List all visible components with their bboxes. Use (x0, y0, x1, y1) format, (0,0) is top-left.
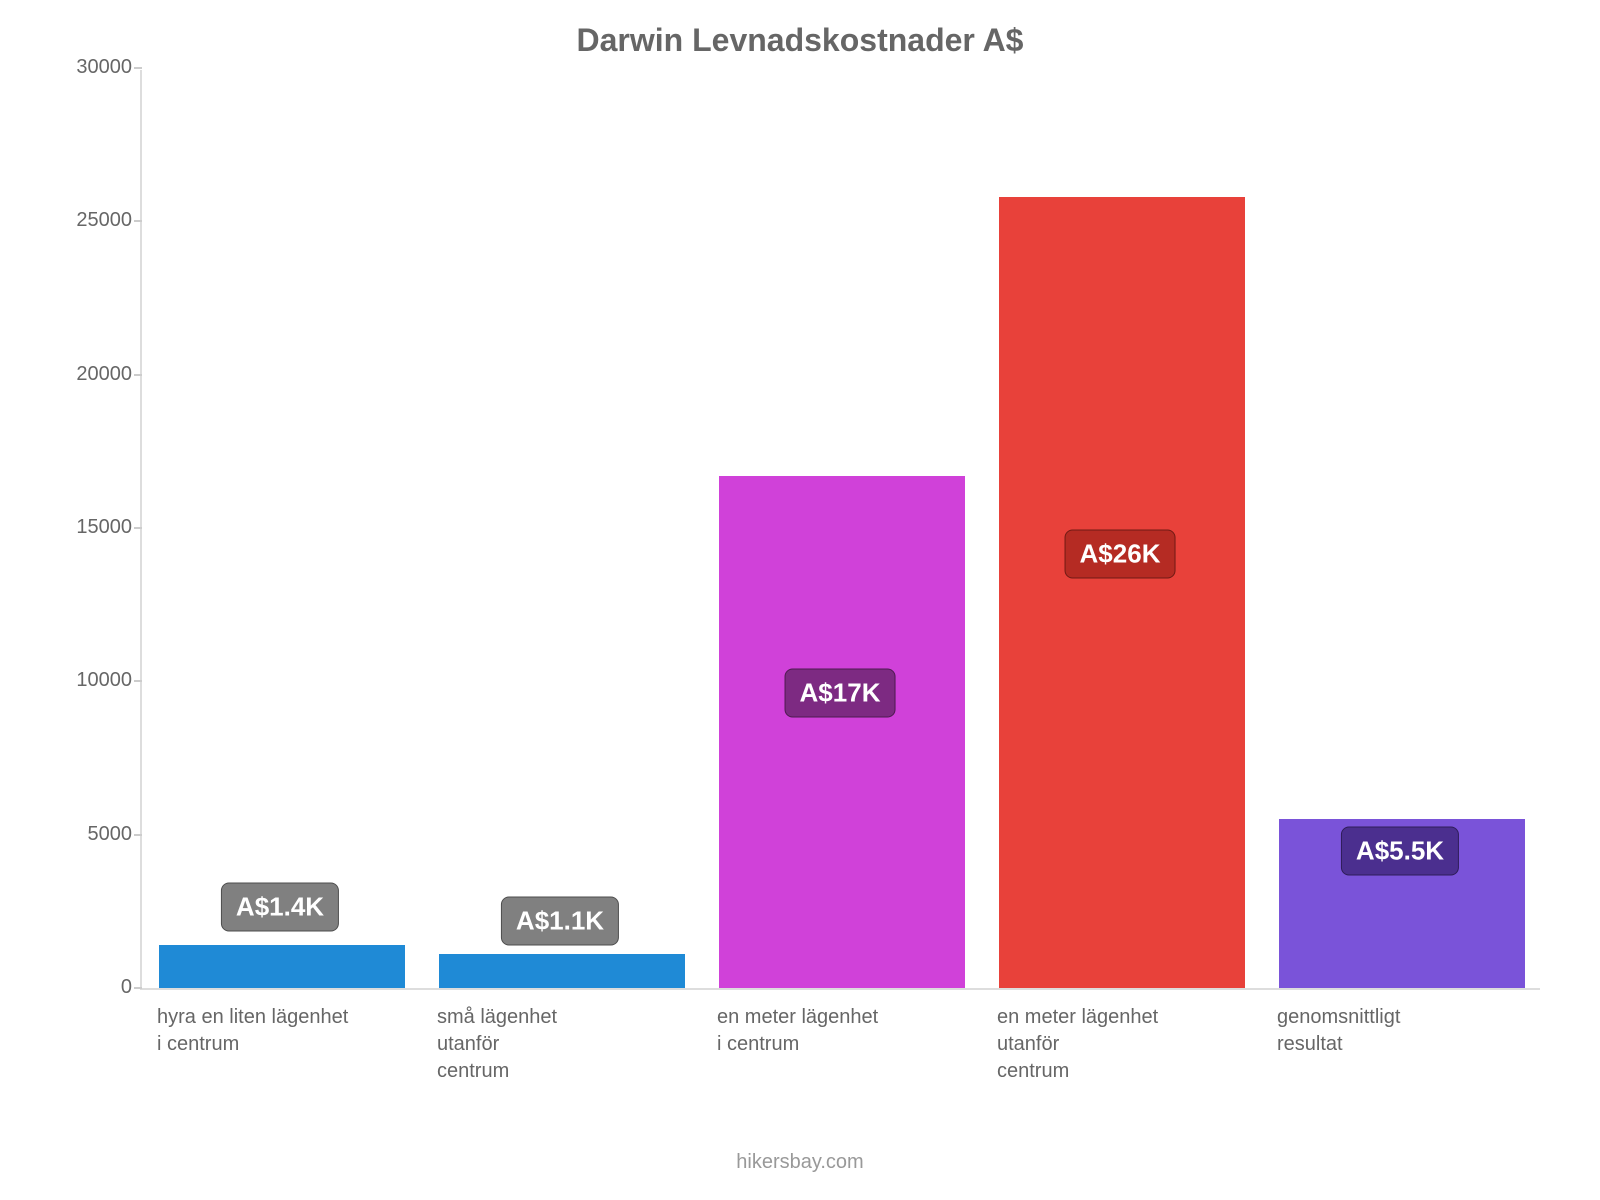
bar (159, 945, 405, 988)
y-tick-label: 15000 (52, 516, 132, 539)
y-tick-mark (134, 220, 142, 222)
bar (439, 954, 685, 988)
bar-value-label: A$1.1K (501, 897, 619, 946)
bar-value-label: A$26K (1065, 529, 1176, 578)
bar-value-label: A$5.5K (1341, 827, 1459, 876)
y-tick-mark (134, 527, 142, 529)
chart-container: Darwin Levnadskostnader A$ 0500010000150… (0, 0, 1600, 1200)
y-tick-mark (134, 987, 142, 989)
x-category-label: en meter lägenhet i centrum (717, 1004, 878, 1058)
y-tick-mark (134, 374, 142, 376)
bar (719, 476, 965, 988)
bar-value-label: A$1.4K (221, 883, 339, 932)
bar-value-label: A$17K (785, 668, 896, 717)
y-tick-label: 25000 (52, 209, 132, 232)
y-tick-mark (134, 67, 142, 69)
attribution-text: hikersbay.com (0, 1151, 1600, 1174)
y-tick-label: 20000 (52, 363, 132, 386)
chart-title: Darwin Levnadskostnader A$ (0, 22, 1600, 59)
x-category-label: en meter lägenhet utanför centrum (997, 1004, 1158, 1085)
x-category-label: små lägenhet utanför centrum (437, 1004, 557, 1085)
y-tick-label: 5000 (52, 823, 132, 846)
y-tick-mark (134, 834, 142, 836)
x-category-label: hyra en liten lägenhet i centrum (157, 1004, 348, 1058)
y-tick-mark (134, 680, 142, 682)
y-tick-label: 30000 (52, 56, 132, 79)
plot-area: 050001000015000200002500030000 (140, 70, 1540, 990)
y-tick-label: 0 (52, 976, 132, 999)
bar (999, 197, 1245, 988)
y-tick-label: 10000 (52, 669, 132, 692)
x-category-label: genomsnittligt resultat (1277, 1004, 1400, 1058)
